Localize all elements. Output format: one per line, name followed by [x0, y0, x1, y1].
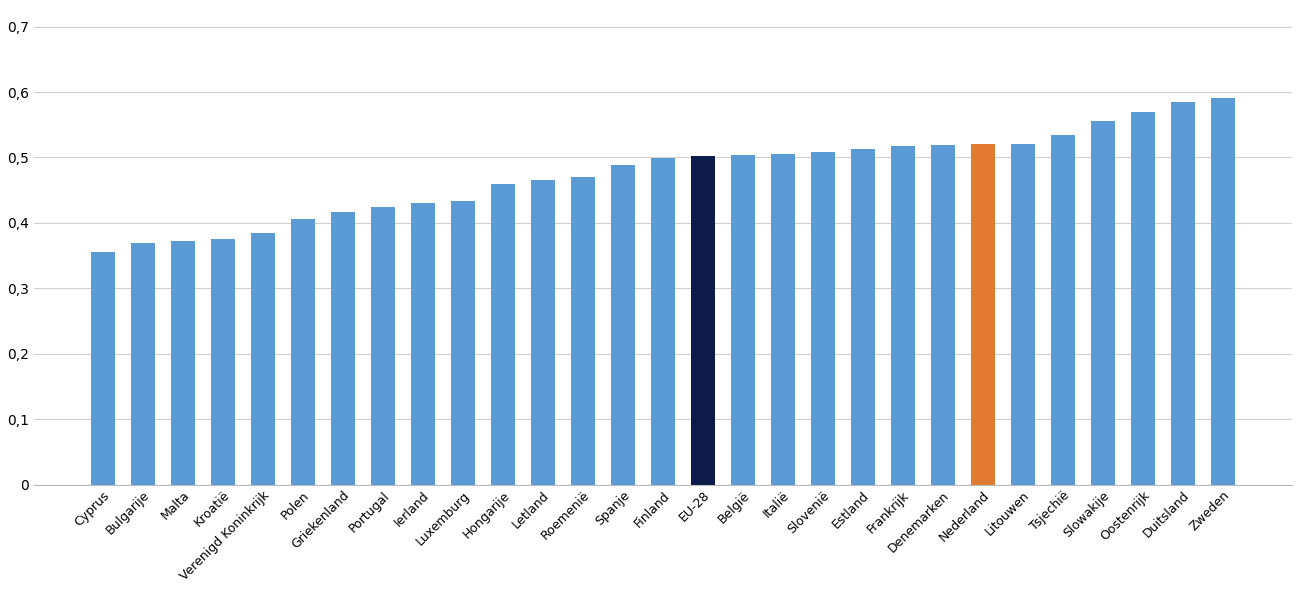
Bar	[1091, 121, 1115, 484]
Bar	[131, 242, 155, 484]
Bar	[291, 219, 314, 484]
Bar	[931, 145, 955, 484]
Bar	[1131, 112, 1155, 484]
Bar	[171, 241, 195, 484]
Bar	[91, 252, 116, 484]
Bar	[1011, 144, 1035, 484]
Bar	[651, 158, 675, 484]
Bar	[572, 177, 595, 484]
Bar	[611, 165, 635, 484]
Bar	[851, 149, 876, 484]
Bar	[891, 146, 914, 484]
Bar	[491, 183, 514, 484]
Bar	[691, 156, 714, 484]
Bar	[1211, 98, 1235, 484]
Bar	[210, 238, 235, 484]
Bar	[1170, 102, 1195, 484]
Bar	[331, 212, 355, 484]
Bar	[811, 152, 835, 484]
Bar	[731, 155, 755, 484]
Bar	[531, 180, 555, 484]
Bar	[770, 154, 795, 484]
Bar	[1051, 135, 1074, 484]
Bar	[251, 232, 275, 484]
Bar	[970, 144, 995, 484]
Bar	[410, 204, 435, 484]
Bar	[372, 207, 395, 484]
Bar	[451, 201, 475, 484]
